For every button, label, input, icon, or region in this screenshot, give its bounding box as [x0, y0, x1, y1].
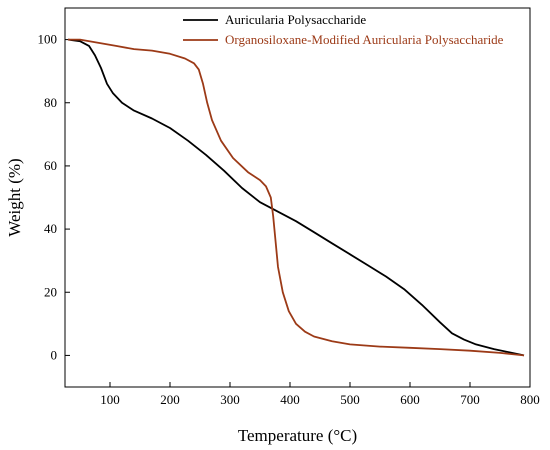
- y-tick-label: 40: [44, 221, 57, 236]
- y-tick-label: 0: [51, 347, 58, 362]
- x-axis-title: Temperature (°C): [238, 426, 357, 445]
- series-line-1: [67, 38, 525, 357]
- x-tick-label: 300: [220, 392, 240, 407]
- x-tick-label: 400: [280, 392, 300, 407]
- series-line-2: [68, 38, 525, 357]
- y-tick-label: 60: [44, 158, 57, 173]
- x-tick-label: 500: [340, 392, 360, 407]
- x-tick-label: 600: [400, 392, 420, 407]
- legend: Auricularia Polysaccharide Organosiloxane…: [183, 12, 504, 47]
- x-tick-label: 100: [100, 392, 120, 407]
- x-tick-label: 800: [520, 392, 540, 407]
- x-tick-label: 200: [160, 392, 180, 407]
- axis-ticks: 100 200 300 400 500 600 700 800 0 20 40 60 80 100: [38, 32, 540, 407]
- y-axis-title: Weight (%): [5, 158, 24, 236]
- y-tick-label: 80: [44, 95, 57, 110]
- legend-label-1: Auricularia Polysaccharide: [225, 12, 366, 27]
- y-tick-label: 100: [38, 32, 58, 47]
- y-tick-label: 20: [44, 284, 57, 299]
- series-layer: [67, 38, 525, 357]
- legend-label-2: Organosiloxane-Modified Auricularia Poly…: [225, 32, 504, 47]
- plot-area-frame: [64, 7, 531, 388]
- x-tick-label: 700: [460, 392, 480, 407]
